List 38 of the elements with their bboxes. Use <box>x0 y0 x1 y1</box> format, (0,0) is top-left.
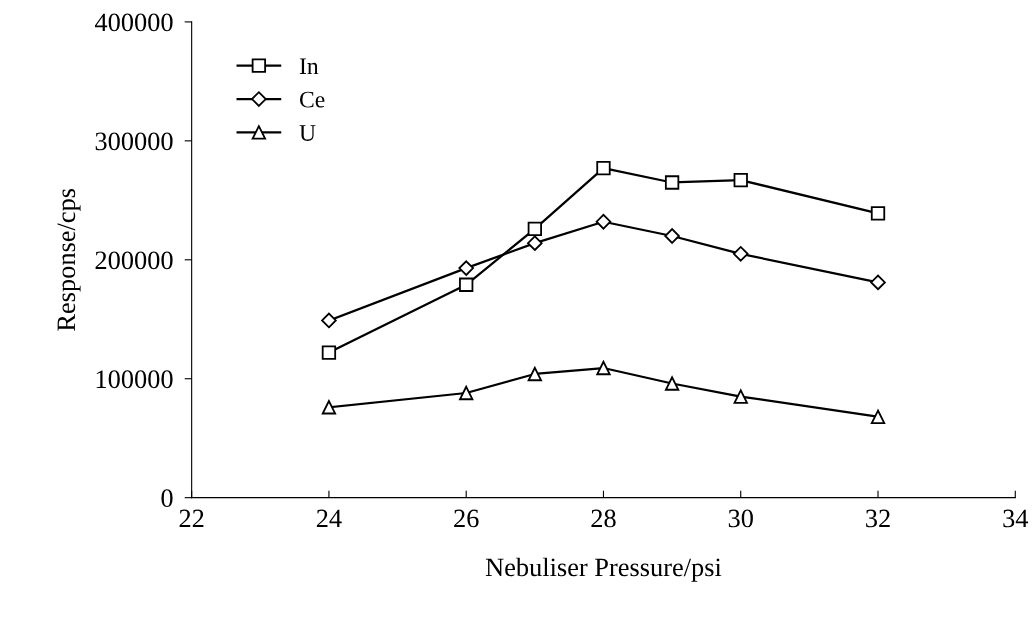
legend-label: U <box>299 125 316 141</box>
point <box>664 228 680 244</box>
point <box>596 360 611 376</box>
point <box>595 213 612 230</box>
point <box>527 235 543 251</box>
x-axis-title: Nebuliser Pressure/psi <box>485 557 722 582</box>
legend-label: In <box>299 58 319 74</box>
point <box>870 206 886 221</box>
point <box>870 409 886 424</box>
x-tick-label: 30 <box>728 509 753 528</box>
x-tick-label: 32 <box>866 509 890 528</box>
point <box>459 277 474 292</box>
point <box>870 274 886 291</box>
point <box>527 366 542 382</box>
y-tick-label: 400000 <box>94 13 173 32</box>
y-tick-label: 100000 <box>96 370 173 389</box>
y-tick-label: 0 <box>161 489 173 508</box>
point <box>732 246 749 262</box>
x-tick-label: 24 <box>316 509 342 528</box>
y-tick-label: 200000 <box>95 251 173 270</box>
y-tick-label: 300000 <box>95 132 173 151</box>
point <box>459 385 474 401</box>
y-axis-title: Response/cps <box>57 188 81 331</box>
point <box>733 389 748 404</box>
point <box>733 172 748 188</box>
legend-label: Ce <box>299 91 325 108</box>
point <box>664 175 680 190</box>
point <box>458 260 474 276</box>
point <box>596 161 611 176</box>
point <box>321 345 337 360</box>
x-tick-label: 22 <box>179 509 204 528</box>
point <box>527 221 542 237</box>
x-tick-label: 26 <box>454 509 479 528</box>
point <box>321 312 337 329</box>
point <box>664 376 680 391</box>
x-tick-label: 34 <box>1003 509 1029 528</box>
point <box>321 400 337 415</box>
x-tick-label: 28 <box>591 509 616 528</box>
